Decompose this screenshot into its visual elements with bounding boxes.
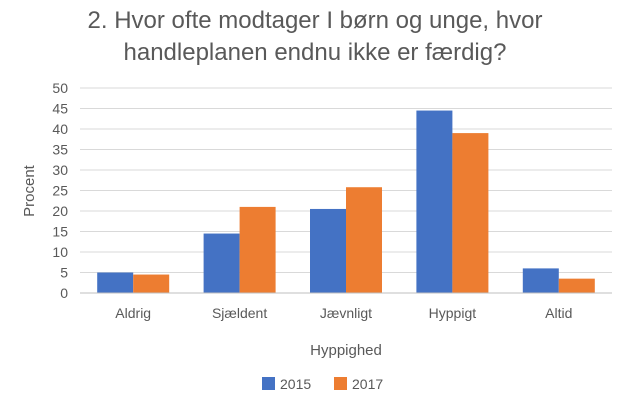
chart-title-line-1: 2. Hvor ofte modtager I børn og unge, hv… (88, 7, 543, 34)
bar-2017-altid (558, 278, 595, 293)
y-tick-label: 25 (52, 183, 68, 199)
y-tick-label: 0 (60, 285, 68, 301)
bar-2015-jævnligt (310, 208, 346, 293)
x-tick-label: Jævnligt (320, 305, 372, 321)
bar-2015-altid (522, 268, 559, 293)
x-tick-label: Sjældent (212, 305, 267, 321)
y-tick-label: 5 (60, 265, 68, 281)
bar-2017-sjældent (239, 206, 276, 293)
y-axis-ticks: 0 5 10 15 20 25 30 35 40 45 50 (52, 80, 68, 301)
bar-2015-hyppigt (416, 110, 453, 293)
legend-swatch-2015 (262, 377, 275, 390)
y-tick-label: 50 (52, 80, 68, 96)
y-tick-label: 30 (52, 162, 68, 178)
legend-swatch-2017 (334, 377, 347, 390)
x-axis-ticks: Aldrig Sjældent Jævnligt Hyppigt Altid (115, 305, 572, 321)
legend-label-2017: 2017 (352, 376, 383, 392)
bar-2017-jævnligt (346, 187, 382, 293)
legend: 2015 2017 (262, 376, 383, 392)
y-tick-label: 40 (52, 121, 68, 137)
y-tick-label: 15 (52, 224, 68, 240)
y-tick-label: 10 (52, 244, 68, 260)
y-tick-label: 20 (52, 203, 68, 219)
chart-title-line-2: handleplanen endnu ikke er færdig? (124, 39, 507, 66)
legend-label-2015: 2015 (280, 376, 311, 392)
bar-2017-aldrig (133, 274, 170, 293)
x-tick-label: Aldrig (115, 305, 151, 321)
bars (97, 110, 595, 293)
x-axis-title: Hyppighed (310, 342, 382, 359)
bar-2015-sjældent (203, 233, 240, 293)
x-tick-label: Altid (545, 305, 572, 321)
x-tick-label: Hyppigt (429, 305, 477, 321)
y-axis-title: Procent (21, 164, 38, 217)
y-tick-label: 35 (52, 142, 68, 158)
bar-2017-hyppigt (452, 133, 489, 293)
bar-2015-aldrig (97, 272, 134, 293)
y-tick-label: 45 (52, 101, 68, 117)
